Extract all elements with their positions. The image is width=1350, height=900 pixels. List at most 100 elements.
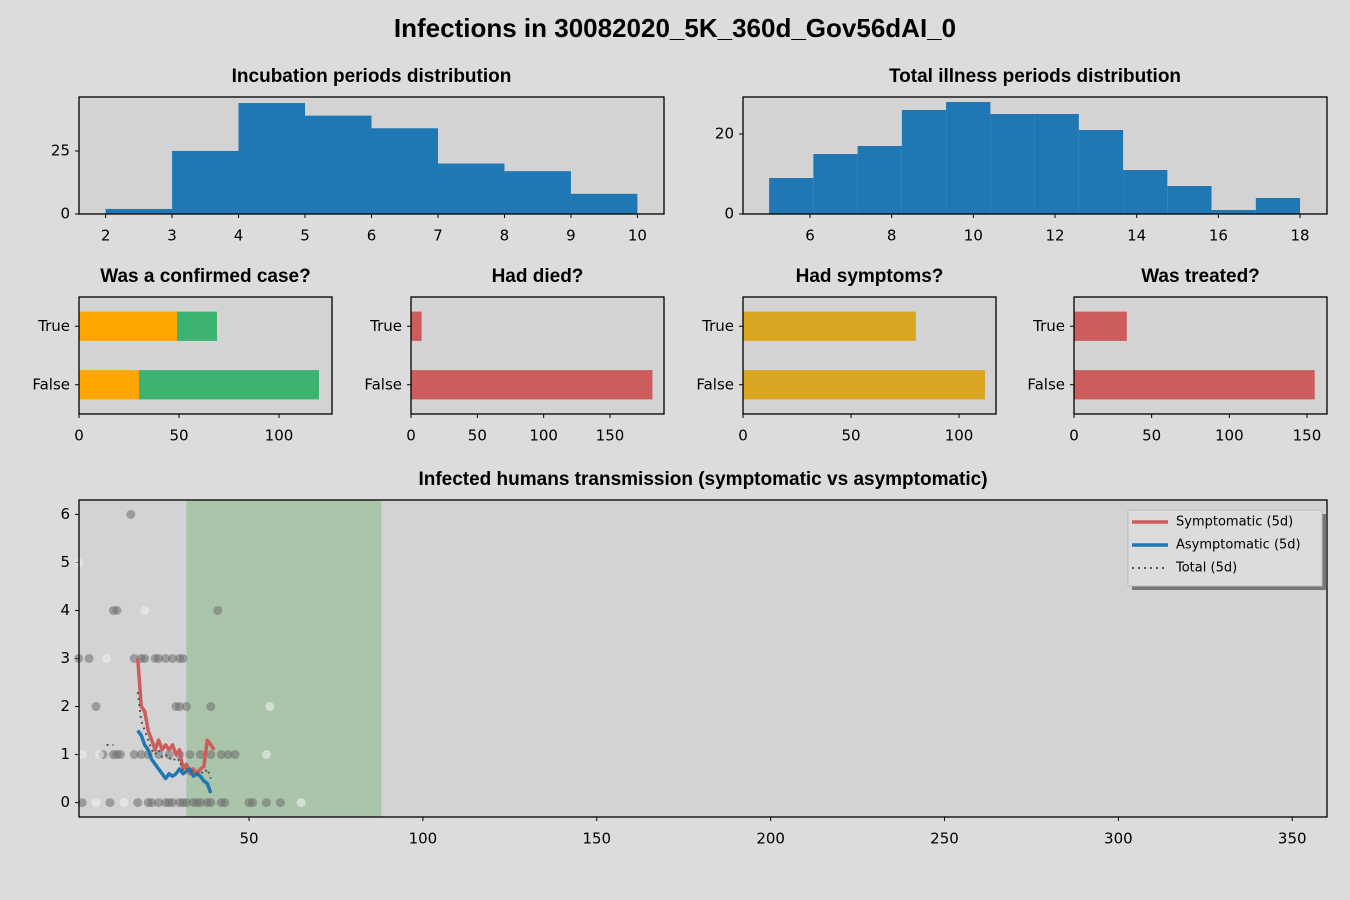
chart-title: Had died? [492, 266, 584, 287]
point [261, 798, 271, 808]
point [112, 605, 122, 615]
bar [813, 154, 858, 214]
x-tick-label: 300 [1104, 830, 1133, 848]
bar [172, 150, 239, 214]
axes-frame [1073, 296, 1328, 415]
bar [371, 128, 438, 214]
point [126, 509, 136, 519]
point [84, 654, 94, 663]
bar [1074, 370, 1315, 400]
bar [1211, 210, 1256, 214]
point [161, 654, 171, 663]
point [95, 750, 105, 760]
x-tick-label: 50 [239, 830, 258, 848]
point [195, 750, 205, 760]
x-tick-label: 16 [1209, 227, 1228, 245]
x-tick-label: 100 [945, 427, 974, 445]
point [119, 798, 129, 808]
x-tick-label: 0 [1069, 427, 1079, 445]
legend-label: Asymptomatic (5d) [1176, 538, 1301, 553]
bar [1074, 311, 1127, 341]
chart-title: Infected humans transmission (symptomati… [418, 469, 987, 490]
bar [990, 114, 1035, 214]
highlight-span [186, 500, 382, 817]
x-tick-label: 14 [1127, 227, 1146, 245]
bar [177, 311, 217, 341]
x-tick-label: 250 [930, 830, 959, 848]
bar [139, 370, 319, 400]
x-tick-label: 150 [1293, 427, 1322, 445]
point [174, 702, 184, 712]
point [181, 702, 191, 712]
bar [504, 171, 571, 214]
x-tick-label: 0 [74, 427, 84, 445]
axes-frame [78, 96, 665, 215]
x-tick-label: 6 [805, 227, 815, 245]
x-tick-label: 8 [500, 227, 510, 245]
y-tick-label: False [364, 375, 402, 393]
y-tick-label: 2 [60, 697, 70, 715]
point [178, 654, 188, 663]
bar [570, 193, 638, 214]
chart-title: Was a confirmed case? [100, 266, 310, 287]
chart-title: Incubation periods distribution [232, 66, 512, 87]
axes-frame [78, 499, 1328, 818]
point [168, 654, 178, 663]
x-tick-label: 0 [406, 427, 416, 445]
x-tick-label: 3 [167, 227, 177, 245]
y-tick-label: 0 [724, 205, 734, 223]
point [136, 750, 146, 760]
bar [743, 311, 916, 341]
x-tick-label: 10 [628, 227, 647, 245]
point [133, 798, 143, 808]
x-tick-label: 150 [596, 427, 625, 445]
point [154, 798, 164, 808]
bar [79, 370, 139, 400]
bar [1255, 198, 1301, 214]
point [185, 750, 195, 760]
point [206, 798, 216, 808]
point [101, 654, 111, 663]
point [220, 798, 230, 808]
point [154, 654, 164, 663]
y-tick-label: 6 [60, 505, 70, 523]
point [140, 605, 150, 615]
x-tick-label: 4 [234, 227, 244, 245]
point [105, 798, 115, 808]
point [140, 654, 150, 663]
x-tick-label: 50 [841, 427, 860, 445]
bar [1078, 130, 1124, 214]
point [296, 798, 306, 808]
point [147, 798, 157, 808]
y-tick-label: 3 [60, 649, 70, 667]
x-tick-label: 200 [756, 830, 785, 848]
bar [857, 146, 902, 214]
legend-label: Total (5d) [1175, 561, 1237, 576]
axes-frame [78, 296, 333, 415]
y-tick-label: False [32, 375, 70, 393]
bar [105, 208, 173, 214]
point [275, 798, 285, 808]
chart-title: Had symptoms? [796, 266, 944, 287]
y-tick-label: False [1027, 375, 1065, 393]
point [77, 750, 87, 760]
point [265, 702, 275, 712]
series-line [106, 692, 212, 779]
x-tick-label: 150 [582, 830, 611, 848]
x-tick-label: 100 [1215, 427, 1244, 445]
point [91, 702, 101, 712]
point [206, 702, 216, 712]
figure-title: Infections in 30082020_5K_360d_Gov56dAI_… [394, 13, 956, 43]
x-tick-label: 12 [1045, 227, 1064, 245]
point [129, 750, 139, 760]
chart-title: Was treated? [1141, 266, 1260, 287]
point [168, 798, 178, 808]
y-tick-label: 0 [60, 793, 70, 811]
x-tick-label: 10 [964, 227, 983, 245]
bar [1123, 170, 1168, 214]
x-tick-label: 100 [265, 427, 294, 445]
point [115, 750, 125, 760]
bar [411, 311, 422, 341]
axes-frame [742, 296, 997, 415]
x-tick-label: 100 [409, 830, 438, 848]
